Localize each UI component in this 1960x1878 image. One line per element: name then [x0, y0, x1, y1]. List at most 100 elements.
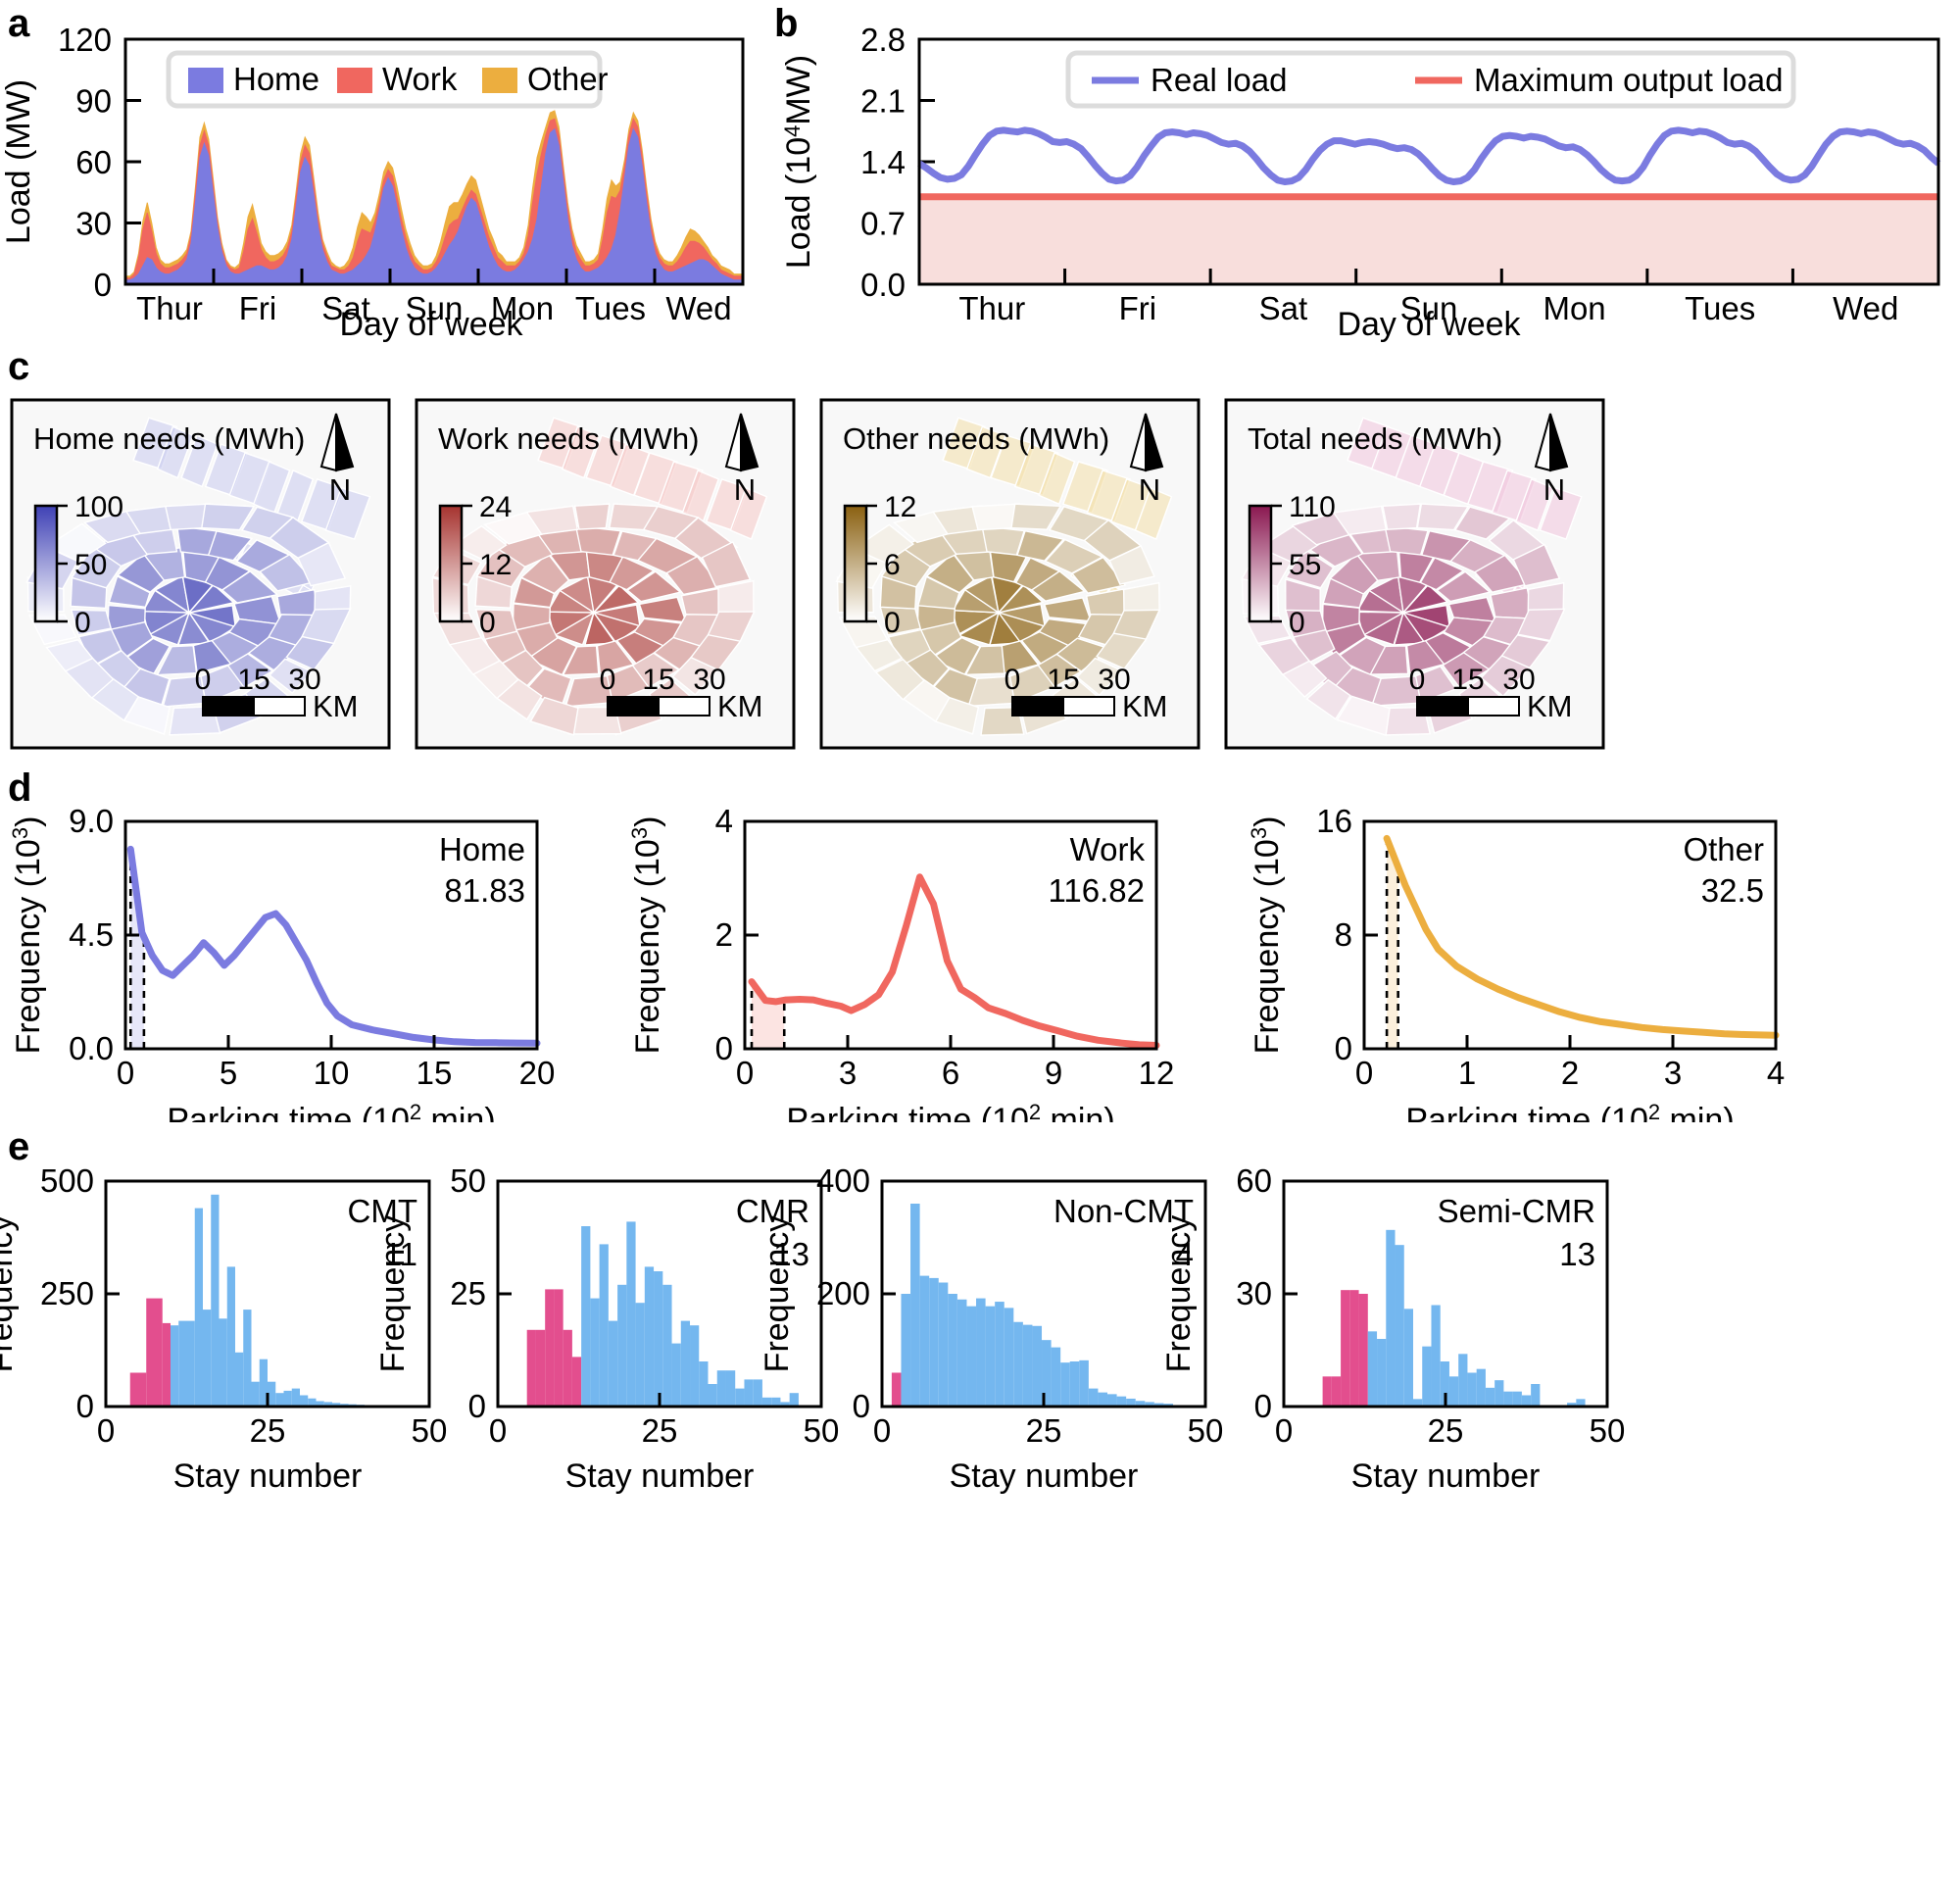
- map-region: [591, 584, 640, 615]
- map-region: [609, 556, 656, 591]
- panel-d-ytick-label: 4: [715, 803, 733, 839]
- panel-b-xtick-label: Tues: [1685, 290, 1755, 326]
- panel-e-xtick-label: 0: [489, 1412, 507, 1449]
- panel-d-annotation-value: 116.82: [1049, 872, 1145, 909]
- panel-d-ylabel: Frequency (103): [1247, 816, 1286, 1055]
- panel-e-bar: [1088, 1388, 1099, 1407]
- panel-e-bar: [671, 1343, 681, 1407]
- panel-e-bar: [194, 1208, 203, 1407]
- map-region: [1382, 503, 1422, 530]
- panel-a-legend: Home Work Other: [166, 50, 609, 109]
- panel-e-bar: [1042, 1340, 1052, 1407]
- panel-e-ytick-label: 25: [450, 1275, 486, 1311]
- panel-d-ytick-label: 0: [1335, 1030, 1352, 1066]
- panel-e-bar: [1107, 1394, 1117, 1407]
- panel-e-bar: [966, 1306, 977, 1407]
- panel-e-xlabel: Stay number: [565, 1458, 755, 1495]
- panel-b-xtick-label: Sat: [1259, 290, 1308, 326]
- panel-a-x-ticks: Thur Fri Sat Sun Mon Tues Wed: [136, 269, 732, 326]
- panel-e-bar: [1567, 1403, 1577, 1407]
- panel-e-xlabel: Stay number: [950, 1458, 1139, 1495]
- map-region: [1336, 695, 1391, 737]
- panel-d-annotation-value: 81.83: [444, 872, 525, 909]
- map-scalebar-label: 15: [642, 664, 674, 696]
- panel-d-xtick-label: 4: [1767, 1055, 1785, 1091]
- map-region: [108, 574, 151, 609]
- panel-b-legend: Real load Maximum output load: [1065, 50, 1796, 109]
- panel-b-xtick-label: Wed: [1833, 290, 1898, 326]
- panel-e-bar: [1032, 1325, 1043, 1407]
- panel-e-bar: [956, 1299, 967, 1407]
- panel-d-ylabel: Frequency (103): [8, 816, 47, 1055]
- panel-b-xlabel: Day of week: [1337, 306, 1521, 343]
- map-title: Work needs (MWh): [438, 421, 699, 456]
- panel-e-bar: [938, 1282, 949, 1407]
- panel-e-bar: [1531, 1384, 1541, 1407]
- panel-e-bar: [526, 1329, 536, 1407]
- map-colorbar-tick: 50: [74, 549, 107, 581]
- map-region: [512, 603, 551, 632]
- map-colorbar-tick: 0: [884, 607, 901, 639]
- map-region: [701, 540, 752, 588]
- panel-e-xtick-label: 25: [250, 1412, 286, 1449]
- map-region: [1453, 506, 1511, 540]
- compass-north-label: N: [1139, 472, 1160, 507]
- panel-e-bar: [308, 1398, 317, 1407]
- map-scalebar-label: 30: [288, 664, 320, 696]
- map-region: [525, 505, 579, 535]
- map-region: [874, 658, 925, 701]
- map-region: [1416, 503, 1470, 531]
- map-region: [996, 583, 1045, 615]
- map-scalebar-label: 0: [1004, 664, 1021, 696]
- panel-e-bar: [1069, 1361, 1080, 1407]
- panel-e-annotation-label: CMT: [348, 1193, 417, 1229]
- map-region: [1442, 652, 1491, 688]
- map-region: [838, 616, 889, 649]
- panel-b-xtick-label: Thur: [958, 290, 1025, 326]
- map-title: Other needs (MWh): [843, 421, 1109, 456]
- panel-e-bar: [708, 1384, 717, 1407]
- panel-e-bar: [662, 1284, 672, 1407]
- panel-b-ytick-label: 2.1: [860, 83, 906, 120]
- panel-e-bar: [1494, 1380, 1504, 1407]
- panel-e-ylabel: Frequency: [0, 1215, 20, 1373]
- panel-e-ytick-label: 0: [1254, 1388, 1272, 1424]
- map-title: Home needs (MWh): [33, 421, 305, 456]
- panel-letter-e: e: [8, 1125, 30, 1168]
- panel-e-bar: [1126, 1398, 1136, 1407]
- panel-letter-d: d: [8, 766, 32, 810]
- panel-e-xlabel: Stay number: [173, 1458, 363, 1495]
- compass-north-label: N: [1544, 472, 1565, 507]
- panel-e-bar: [1322, 1376, 1332, 1407]
- panel-e-ytick-label: 200: [816, 1275, 870, 1311]
- panel-e-bar: [1448, 1376, 1459, 1407]
- panel-e-annotation-value: 13: [773, 1236, 809, 1272]
- panel-e-bar: [590, 1298, 600, 1407]
- panel-e-bar: [910, 1204, 920, 1407]
- panel-e-bar: [919, 1275, 930, 1407]
- panel-a-xtick-label: Sun: [406, 290, 464, 326]
- panel-a-legend-label-home: Home: [233, 61, 319, 97]
- panel-e-xtick-label: 25: [1026, 1412, 1062, 1449]
- map-region: [1016, 529, 1065, 562]
- panel-e-bar: [291, 1388, 300, 1407]
- panel-e-xtick-label: 50: [1590, 1412, 1626, 1449]
- panel-a-ylabel: Load (MW): [0, 79, 37, 244]
- map-scalebar-label: 30: [1098, 664, 1130, 696]
- panel-e-bar: [283, 1390, 292, 1407]
- panel-e-bar: [948, 1294, 957, 1407]
- panel-e-bar: [1395, 1245, 1404, 1407]
- map-region: [187, 583, 235, 615]
- panel-e-bar: [1135, 1401, 1146, 1407]
- panel-d-ylabel: Frequency (103): [627, 816, 666, 1055]
- panel-e-bar: [761, 1397, 772, 1407]
- panel-b-ytick-label: 0.7: [860, 206, 906, 242]
- map-region: [1305, 678, 1351, 720]
- panel-a-xtick-label: Tues: [575, 290, 646, 326]
- panel-a-ytick-label: 90: [75, 83, 112, 120]
- panel-e-bar: [1145, 1402, 1154, 1407]
- panel-e-bar: [635, 1303, 645, 1407]
